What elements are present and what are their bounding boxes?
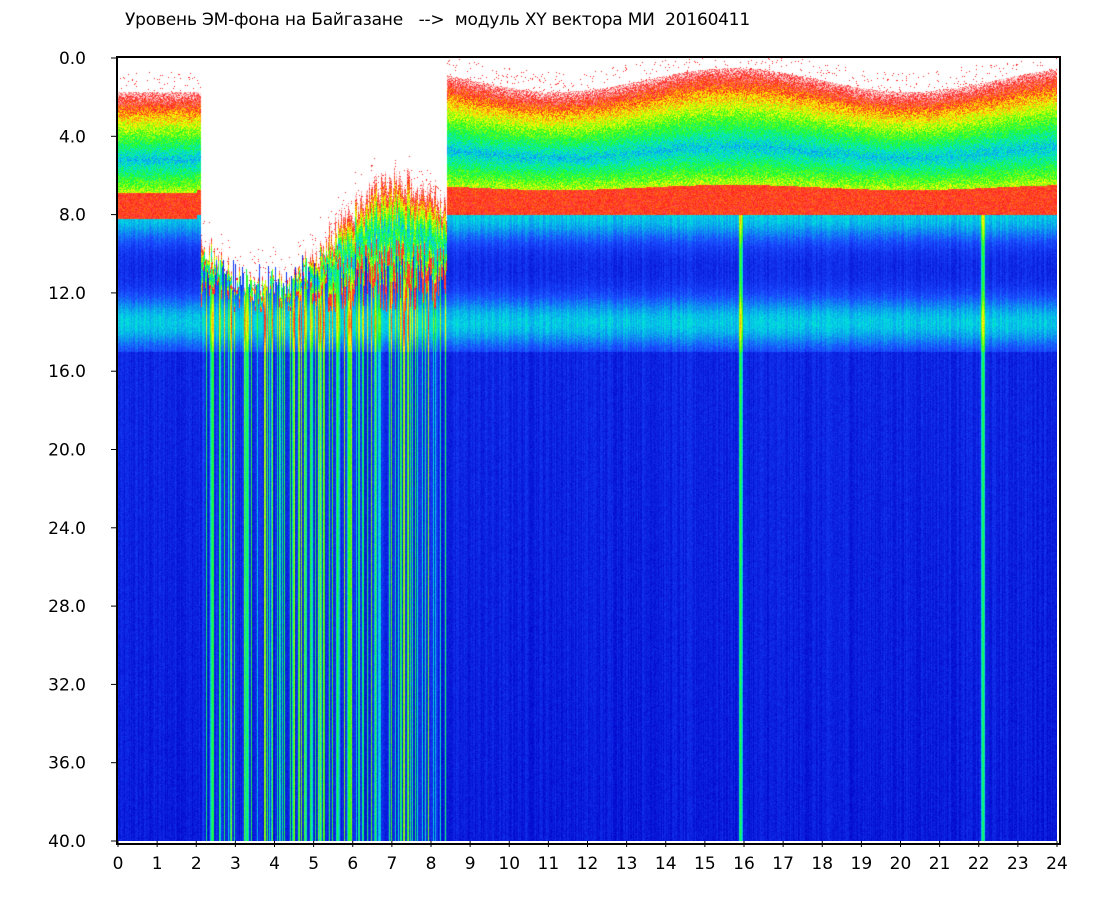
y-tick-label: 4.0	[59, 127, 86, 147]
y-tick-label: 24.0	[48, 519, 86, 539]
x-tick-label: 16	[733, 854, 755, 874]
y-tick-label: 16.0	[48, 362, 86, 382]
x-tick-label: 7	[386, 854, 397, 874]
x-tick-label: 22	[968, 854, 990, 874]
x-tick-label: 14	[655, 854, 677, 874]
x-tick-label: 15	[694, 854, 716, 874]
x-tick-label: 17	[772, 854, 794, 874]
x-tick-label: 19	[851, 854, 873, 874]
x-tick-label: 3	[230, 854, 241, 874]
x-tick-label: 8	[426, 854, 437, 874]
x-tick-label: 23	[1007, 854, 1029, 874]
spectrogram-heatmap	[118, 58, 1057, 841]
x-tick-label: 9	[465, 854, 476, 874]
x-tick-label: 5	[308, 854, 319, 874]
x-tick-label: 0	[113, 854, 124, 874]
y-tick-label: 40.0	[48, 832, 86, 852]
x-tick-label: 18	[811, 854, 833, 874]
x-tick-label: 2	[191, 854, 202, 874]
x-tick-label: 21	[929, 854, 951, 874]
y-tick-label: 36.0	[48, 754, 86, 774]
x-tick-label: 10	[498, 854, 520, 874]
y-tick-label: 0.0	[59, 49, 86, 69]
x-tick-label: 20	[890, 854, 912, 874]
y-axis-ticks: 0.0 4.0 8.0 12.0 16.0 20.0 24.0 28.0 32.0 36.0 40.…	[48, 49, 118, 852]
y-tick-label: 8.0	[59, 206, 86, 226]
x-tick-label: 1	[152, 854, 163, 874]
x-tick-label: 12	[577, 854, 599, 874]
y-tick-label: 20.0	[48, 441, 86, 461]
y-tick-label: 12.0	[48, 284, 86, 304]
x-tick-label: 11	[538, 854, 560, 874]
x-tick-label: 6	[347, 854, 358, 874]
x-tick-label: 24	[1046, 854, 1068, 874]
x-tick-label: 13	[616, 854, 638, 874]
chart-title: Уровень ЭМ-фона на Байгазане --> модуль …	[125, 10, 751, 30]
y-tick-label: 32.0	[48, 675, 86, 695]
x-tick-label: 4	[269, 854, 280, 874]
x-axis-ticks: 0 1 2 3 4 5 6 7 8 9 10 11 12 13 14 15 16 17 18 19 20 21 22 23 24	[113, 841, 1068, 874]
y-tick-label: 28.0	[48, 597, 86, 617]
